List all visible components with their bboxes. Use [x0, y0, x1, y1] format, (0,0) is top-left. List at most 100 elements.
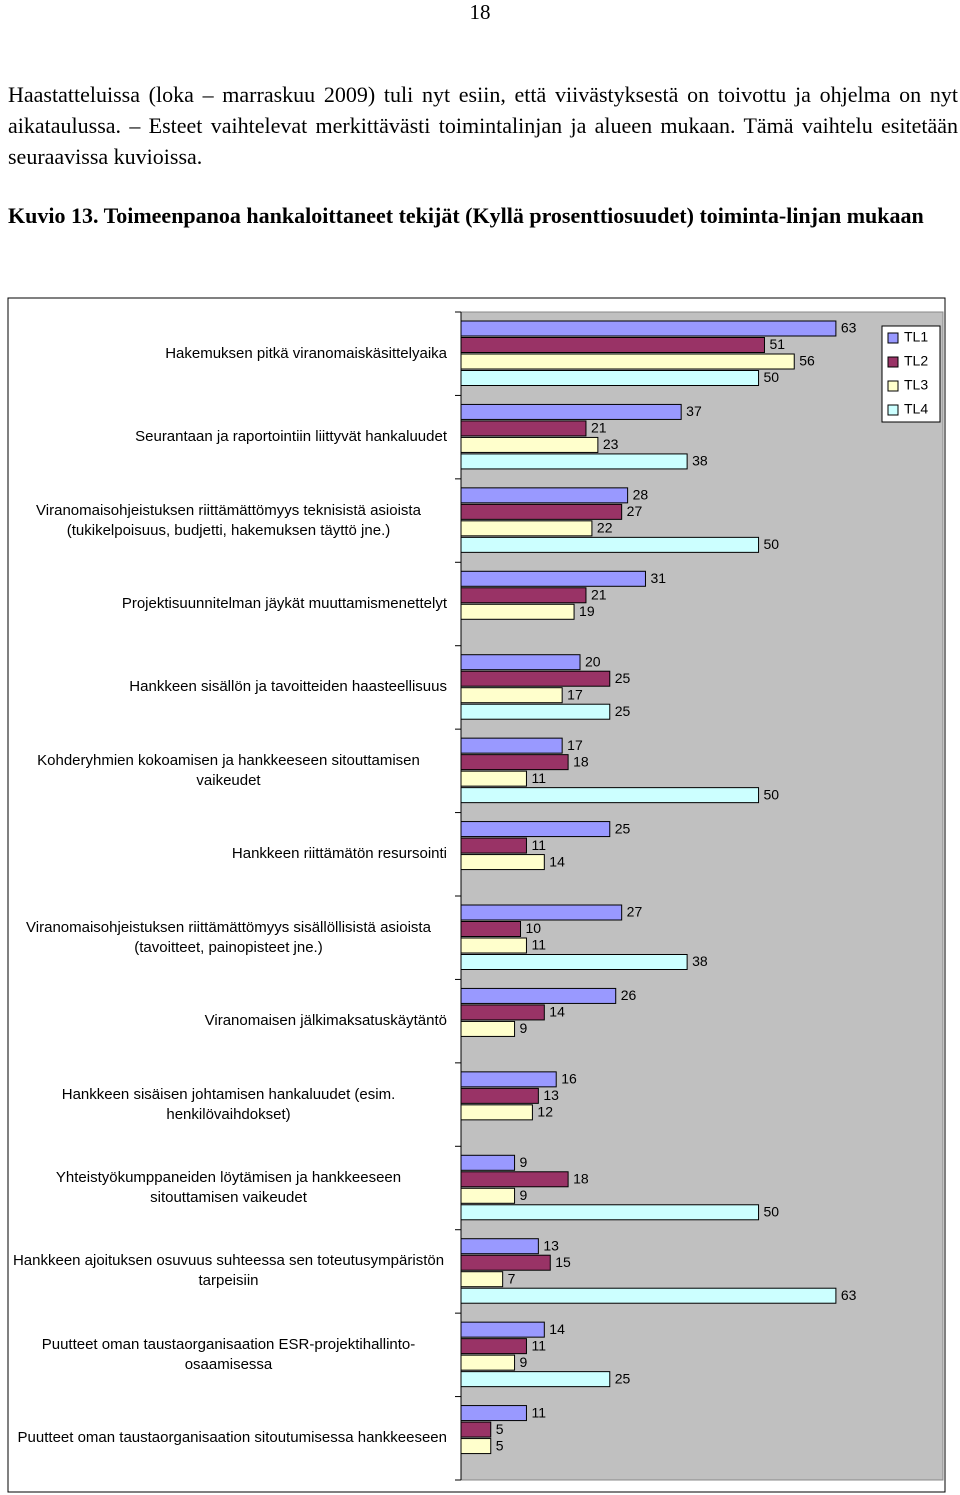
bar — [460, 503, 623, 520]
value-label: 56 — [799, 353, 815, 369]
value-label: 9 — [520, 1154, 528, 1170]
bar — [460, 337, 765, 353]
value-label: 50 — [764, 786, 780, 802]
value-label: 17 — [567, 686, 583, 702]
category-text: Hakemuksen pitkä viranomaiskäsittelyaika — [165, 344, 447, 362]
bar — [460, 420, 587, 437]
bar — [460, 821, 611, 838]
category-text: Viranomaisen jälkimaksatuskäytäntö — [204, 1012, 447, 1030]
value-label: 19 — [579, 603, 595, 619]
category-text: Viranomaisohjeistuksen riittämättömyys t… — [36, 501, 421, 539]
bar — [460, 1238, 539, 1255]
bar — [460, 1438, 492, 1455]
bar — [460, 687, 563, 704]
bar — [460, 1087, 539, 1104]
category-text: Seurantaan ja raportointiin liittyvät ha… — [135, 428, 447, 446]
category-text: Yhteistyökumppaneiden löytämisen ja hank… — [55, 1168, 402, 1206]
value-label: 15 — [555, 1254, 571, 1270]
legend-label: TL2 — [904, 353, 928, 369]
value-label: 28 — [633, 487, 649, 503]
value-label: 27 — [627, 503, 643, 519]
category-label: Hankkeen sisällön ja tavoitteiden haaste… — [10, 646, 447, 729]
value-label: 50 — [764, 369, 780, 385]
bar — [460, 921, 522, 937]
value-label: 63 — [841, 1287, 857, 1303]
value-label: 18 — [573, 753, 589, 769]
paragraph: Haastatteluissa (loka – marraskuu 2009) … — [8, 82, 958, 169]
value-label: 14 — [549, 1004, 565, 1020]
value-label: 21 — [591, 420, 607, 436]
category-label: Viranomaisen jälkimaksatuskäytäntö — [10, 979, 447, 1062]
value-label: 9 — [520, 1354, 528, 1370]
plot-area — [460, 311, 944, 1481]
bar — [460, 1338, 527, 1355]
legend-label: TL3 — [904, 377, 928, 393]
bar — [460, 1154, 516, 1171]
value-label: 11 — [531, 937, 546, 953]
bar — [460, 1004, 545, 1021]
bar — [460, 837, 527, 854]
value-label: 11 — [531, 1337, 546, 1353]
bar — [460, 654, 581, 671]
value-label: 31 — [650, 570, 666, 586]
bar — [460, 320, 837, 337]
value-label: 11 — [531, 770, 546, 786]
value-label: 14 — [549, 853, 565, 869]
bar — [460, 1071, 557, 1088]
bar — [460, 453, 688, 470]
bar — [460, 536, 760, 553]
bar — [460, 1254, 551, 1271]
legend-swatch — [887, 356, 899, 368]
bar — [460, 1187, 516, 1204]
bar — [460, 487, 629, 504]
bar — [460, 987, 617, 1004]
bar — [460, 1371, 611, 1388]
bar — [460, 937, 527, 954]
value-label: 11 — [531, 837, 546, 853]
bar — [460, 603, 575, 620]
value-label: 37 — [686, 403, 702, 419]
value-label: 5 — [496, 1421, 504, 1437]
value-label: 23 — [603, 436, 619, 452]
category-text: Hankkeen sisällön ja tavoitteiden haaste… — [129, 678, 447, 696]
caption-title: Toimeenpanoa hankaloittaneet tekijät (Ky… — [103, 203, 924, 228]
category-label: Puutteet oman taustaorganisaation sitout… — [10, 1397, 447, 1480]
value-label: 5 — [496, 1437, 504, 1453]
category-label: Hankkeen sisäisen johtamisen hankaluudet… — [10, 1063, 447, 1146]
bar — [460, 587, 587, 604]
bar — [460, 1321, 545, 1338]
value-label: 50 — [764, 1203, 780, 1219]
legend-swatch — [887, 404, 899, 416]
value-label: 25 — [615, 820, 631, 836]
value-label: 38 — [692, 953, 708, 969]
page-number: 18 — [469, 0, 491, 24]
category-label: Hakemuksen pitkä viranomaiskäsittelyaika — [10, 312, 447, 395]
bar — [460, 1171, 569, 1188]
value-label: 10 — [526, 920, 542, 936]
bar — [460, 353, 795, 370]
bar — [460, 737, 563, 754]
bar — [460, 370, 760, 386]
bar — [460, 1271, 504, 1288]
category-label: Projektisuunnitelman jäykät muuttamismen… — [10, 562, 447, 645]
caption-label: Kuvio 13. — [8, 203, 99, 228]
value-label: 7 — [508, 1270, 516, 1286]
bar — [460, 1405, 527, 1422]
value-label: 17 — [567, 737, 583, 753]
category-text: Hankkeen riittämätön resursointi — [231, 845, 447, 863]
bar — [460, 520, 593, 537]
value-label: 25 — [615, 703, 631, 719]
bar — [460, 403, 682, 420]
category-label: Viranomaisohjeistuksen riittämättömyys t… — [10, 479, 447, 562]
value-label: 22 — [597, 520, 613, 536]
bar — [460, 754, 569, 771]
bar — [460, 854, 545, 871]
category-label: Hankkeen riittämätön resursointi — [10, 813, 447, 896]
figure-caption: Kuvio 13. Toimeenpanoa hankaloittaneet t… — [8, 199, 958, 232]
bar — [460, 436, 599, 453]
value-label: 13 — [543, 1087, 559, 1103]
value-label: 9 — [520, 1020, 528, 1036]
bar — [460, 1020, 516, 1037]
